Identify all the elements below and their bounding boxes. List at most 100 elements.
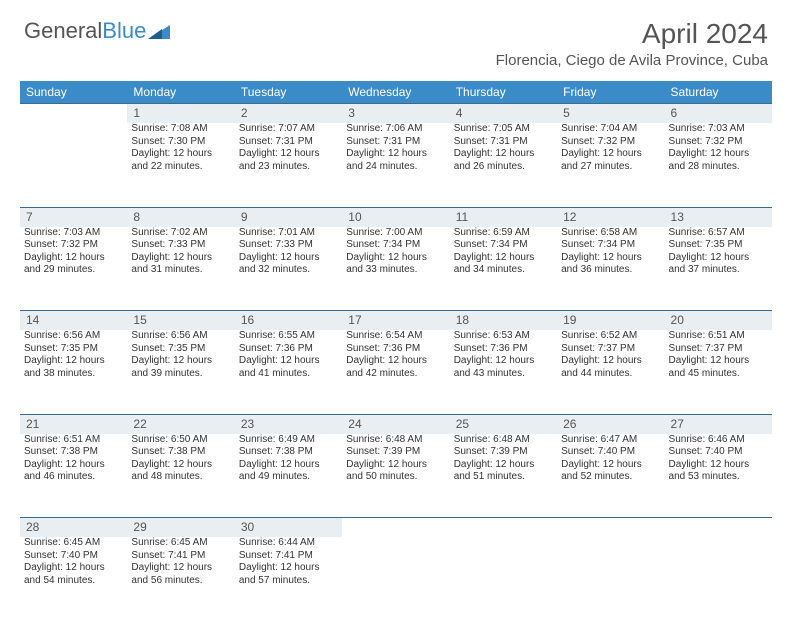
sunset-text: Sunset: 7:38 PM [24, 446, 123, 459]
sunrise-text: Sunrise: 6:48 AM [454, 434, 553, 447]
day-number: 29 [127, 518, 234, 538]
sunrise-text: Sunrise: 6:59 AM [454, 227, 553, 240]
sunset-text: Sunset: 7:37 PM [669, 343, 768, 356]
daylight-text: Daylight: 12 hours [454, 459, 553, 472]
day-cell: Sunrise: 6:55 AMSunset: 7:36 PMDaylight:… [235, 330, 342, 414]
day-number: 6 [665, 104, 772, 124]
sunrise-text: Sunrise: 7:07 AM [239, 123, 338, 136]
sunrise-text: Sunrise: 6:54 AM [346, 330, 445, 343]
sunrise-text: Sunrise: 6:45 AM [24, 537, 123, 550]
day-cell: Sunrise: 7:06 AMSunset: 7:31 PMDaylight:… [342, 123, 449, 207]
sunrise-text: Sunrise: 6:56 AM [24, 330, 123, 343]
day-cell: Sunrise: 6:48 AMSunset: 7:39 PMDaylight:… [342, 434, 449, 518]
sunset-text: Sunset: 7:35 PM [669, 239, 768, 252]
sunset-text: Sunset: 7:38 PM [131, 446, 230, 459]
day-cell: Sunrise: 6:44 AMSunset: 7:41 PMDaylight:… [235, 537, 342, 621]
day-cell: Sunrise: 6:46 AMSunset: 7:40 PMDaylight:… [665, 434, 772, 518]
sunset-text: Sunset: 7:41 PM [131, 550, 230, 563]
sunset-text: Sunset: 7:35 PM [24, 343, 123, 356]
month-title: April 2024 [496, 18, 768, 50]
daylight-text: and 39 minutes. [131, 368, 230, 381]
sunrise-text: Sunrise: 7:05 AM [454, 123, 553, 136]
daylight-text: Daylight: 12 hours [346, 148, 445, 161]
day-cell: Sunrise: 7:03 AMSunset: 7:32 PMDaylight:… [20, 227, 127, 311]
sunrise-text: Sunrise: 6:51 AM [669, 330, 768, 343]
day-cell: Sunrise: 6:50 AMSunset: 7:38 PMDaylight:… [127, 434, 234, 518]
day-cell: Sunrise: 6:52 AMSunset: 7:37 PMDaylight:… [557, 330, 664, 414]
sunset-text: Sunset: 7:40 PM [561, 446, 660, 459]
week-row: Sunrise: 6:56 AMSunset: 7:35 PM Daylight:… [20, 330, 772, 414]
daylight-text: and 46 minutes. [24, 471, 123, 484]
daylight-text: and 49 minutes. [239, 471, 338, 484]
day-number: 10 [342, 207, 449, 227]
day-number: 15 [127, 311, 234, 331]
daylight-text: and 36 minutes. [561, 264, 660, 277]
day-number [450, 518, 557, 538]
day-number [20, 104, 127, 124]
sunrise-text: Sunrise: 6:55 AM [239, 330, 338, 343]
day-number: 23 [235, 414, 342, 434]
day-cell: Sunrise: 6:47 AMSunset: 7:40 PMDaylight:… [557, 434, 664, 518]
day-cell: Sunrise: 7:03 AMSunset: 7:32 PMDaylight:… [665, 123, 772, 207]
day-number: 5 [557, 104, 664, 124]
day-cell: Sunrise: 6:51 AMSunset: 7:38 PMDaylight:… [20, 434, 127, 518]
daylight-text: Daylight: 12 hours [669, 252, 768, 265]
daylight-text: and 24 minutes. [346, 161, 445, 174]
location: Florencia, Ciego de Avila Province, Cuba [496, 52, 768, 69]
daylight-text: and 48 minutes. [131, 471, 230, 484]
day-cell: Sunrise: 6:58 AMSunset: 7:34 PMDaylight:… [557, 227, 664, 311]
day-cell: Sunrise: 6:56 AMSunset: 7:35 PMDaylight:… [20, 330, 127, 414]
weekday-header: Friday [557, 81, 664, 104]
sunset-text: Sunset: 7:32 PM [24, 239, 123, 252]
day-number: 24 [342, 414, 449, 434]
daylight-text: and 41 minutes. [239, 368, 338, 381]
day-number: 7 [20, 207, 127, 227]
day-cell: Sunrise: 6:45 AMSunset: 7:41 PMDaylight:… [127, 537, 234, 621]
daylight-text: Daylight: 12 hours [131, 148, 230, 161]
title-block: April 2024 Florencia, Ciego de Avila Pro… [496, 18, 768, 69]
daylight-text: and 26 minutes. [454, 161, 553, 174]
day-cell: Sunrise: 6:57 AMSunset: 7:35 PMDaylight:… [665, 227, 772, 311]
day-cell: Sunrise: 6:45 AMSunset: 7:40 PMDaylight:… [20, 537, 127, 621]
daylight-text: Daylight: 12 hours [454, 148, 553, 161]
sunset-text: Sunset: 7:33 PM [131, 239, 230, 252]
day-number-row: 14151617181920 [20, 311, 772, 331]
daylight-text: and 32 minutes. [239, 264, 338, 277]
daylight-text: and 33 minutes. [346, 264, 445, 277]
daylight-text: Daylight: 12 hours [669, 459, 768, 472]
day-number: 22 [127, 414, 234, 434]
day-number: 16 [235, 311, 342, 331]
weekday-header: Thursday [450, 81, 557, 104]
day-cell: Sunrise: 6:48 AMSunset: 7:39 PMDaylight:… [450, 434, 557, 518]
daylight-text: and 54 minutes. [24, 575, 123, 588]
sunrise-text: Sunrise: 6:47 AM [561, 434, 660, 447]
day-cell: Sunrise: 7:05 AMSunset: 7:31 PMDaylight:… [450, 123, 557, 207]
daylight-text: Daylight: 12 hours [131, 459, 230, 472]
day-cell: Sunrise: 7:01 AMSunset: 7:33 PMDaylight:… [235, 227, 342, 311]
day-cell [450, 537, 557, 621]
daylight-text: and 22 minutes. [131, 161, 230, 174]
sunset-text: Sunset: 7:38 PM [239, 446, 338, 459]
week-row: Sunrise: 6:51 AMSunset: 7:38 PMDaylight:… [20, 434, 772, 518]
day-number: 18 [450, 311, 557, 331]
day-cell [342, 537, 449, 621]
daylight-text: Daylight: 12 hours [561, 148, 660, 161]
sunset-text: Sunset: 7:39 PM [346, 446, 445, 459]
sunrise-text: Sunrise: 7:03 AM [669, 123, 768, 136]
daylight-text: and 31 minutes. [131, 264, 230, 277]
daylight-text: Daylight: 12 hours [561, 355, 660, 368]
sunrise-text: Sunrise: 6:46 AM [669, 434, 768, 447]
day-number: 17 [342, 311, 449, 331]
sunrise-text: Sunrise: 6:51 AM [24, 434, 123, 447]
sunrise-text: Sunrise: 7:04 AM [561, 123, 660, 136]
day-number: 11 [450, 207, 557, 227]
daylight-text: and 34 minutes. [454, 264, 553, 277]
day-cell: Sunrise: 6:51 AMSunset: 7:37 PMDaylight:… [665, 330, 772, 414]
daylight-text: and 38 minutes. [24, 368, 123, 381]
daylight-text: Daylight: 12 hours [561, 459, 660, 472]
day-number: 1 [127, 104, 234, 124]
sunset-text: Sunset: 7:32 PM [669, 136, 768, 149]
daylight-text: Daylight: 12 hours [239, 148, 338, 161]
daylight-text: Daylight: 12 hours [24, 252, 123, 265]
sunset-text: Sunset: 7:36 PM [346, 343, 445, 356]
